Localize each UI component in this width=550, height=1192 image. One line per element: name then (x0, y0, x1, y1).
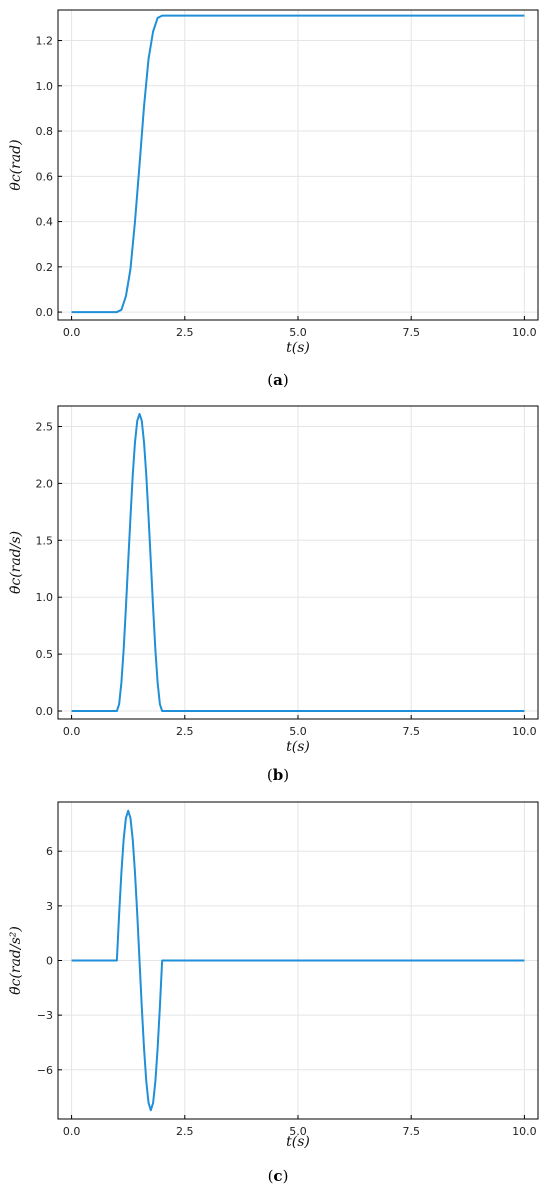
x-tick-label: 10.0 (512, 725, 537, 738)
x-tick-label: 10.0 (512, 326, 537, 339)
x-tick-label: 0.0 (63, 326, 81, 339)
x-axis-title: t(s) (286, 340, 310, 356)
x-tick-label: 5.0 (289, 725, 307, 738)
x-tick-label: 0.0 (63, 1125, 81, 1138)
x-tick-label: 2.5 (176, 326, 194, 339)
x-tick-label: 2.5 (176, 725, 194, 738)
x-tick-label: 10.0 (512, 1125, 537, 1138)
y-tick-label: −6 (37, 1064, 53, 1077)
y-tick-label: 0.6 (36, 170, 54, 183)
x-tick-label: 7.5 (402, 1125, 420, 1138)
y-tick-label: 1.2 (36, 35, 54, 48)
y-tick-label: 0.2 (36, 261, 54, 274)
y-tick-label: 2.0 (36, 477, 54, 490)
x-tick-label: 5.0 (289, 326, 307, 339)
panel-caption: (b) (267, 766, 289, 784)
y-tick-label: 0.8 (36, 125, 54, 138)
x-axis-title: t(s) (286, 1134, 310, 1150)
y-axis-title: θ̈c(rad/s²) (8, 926, 24, 995)
series-line (71, 14, 525, 314)
panel-caption: (a) (267, 371, 288, 389)
y-tick-label: 0.5 (36, 648, 54, 661)
y-tick-label: 0 (46, 955, 53, 968)
y-tick-label: 6 (46, 845, 53, 858)
series-line (71, 809, 525, 1112)
panel-caption: (c) (268, 1167, 289, 1185)
y-tick-label: 2.5 (36, 420, 54, 433)
y-tick-label: 0.4 (36, 216, 54, 229)
y-tick-label: 0.0 (36, 705, 54, 718)
series-line (71, 412, 525, 713)
x-axis-title: t(s) (286, 739, 310, 755)
chart-panel-c: 0.0 2.5 5.0 7.5 10.0 −6 −3 0 3 6 t(s) θ̈c(rad/s²) (c… (8, 801, 539, 1185)
x-tick-label: 5.0 (289, 1125, 307, 1138)
y-tick-label: 1.5 (36, 534, 54, 547)
x-tick-label: 7.5 (402, 725, 420, 738)
y-tick-label: −3 (37, 1009, 53, 1022)
y-tick-label: 3 (46, 900, 53, 913)
y-axis-title: θc(rad) (8, 139, 24, 190)
y-tick-label: 1.0 (36, 80, 54, 93)
x-tick-label: 0.0 (63, 725, 81, 738)
x-tick-label: 7.5 (402, 326, 420, 339)
y-tick-label: 0.0 (36, 306, 54, 319)
chart-panel-b: 0.0 2.5 5.0 7.5 10.0 0.0 0.5 1.0 1.5 2.0 2.5 t(s) θ̇… (8, 405, 539, 784)
y-axis-title: θ̇c(rad/s) (8, 531, 24, 594)
y-tick-label: 1.0 (36, 591, 54, 604)
x-tick-label: 2.5 (176, 1125, 194, 1138)
chart-panel-a: 0.0 2.5 5.0 7.5 10.0 0.0 0.2 0.4 0.6 0.8 1.0 1.2 t(s… (8, 9, 539, 389)
